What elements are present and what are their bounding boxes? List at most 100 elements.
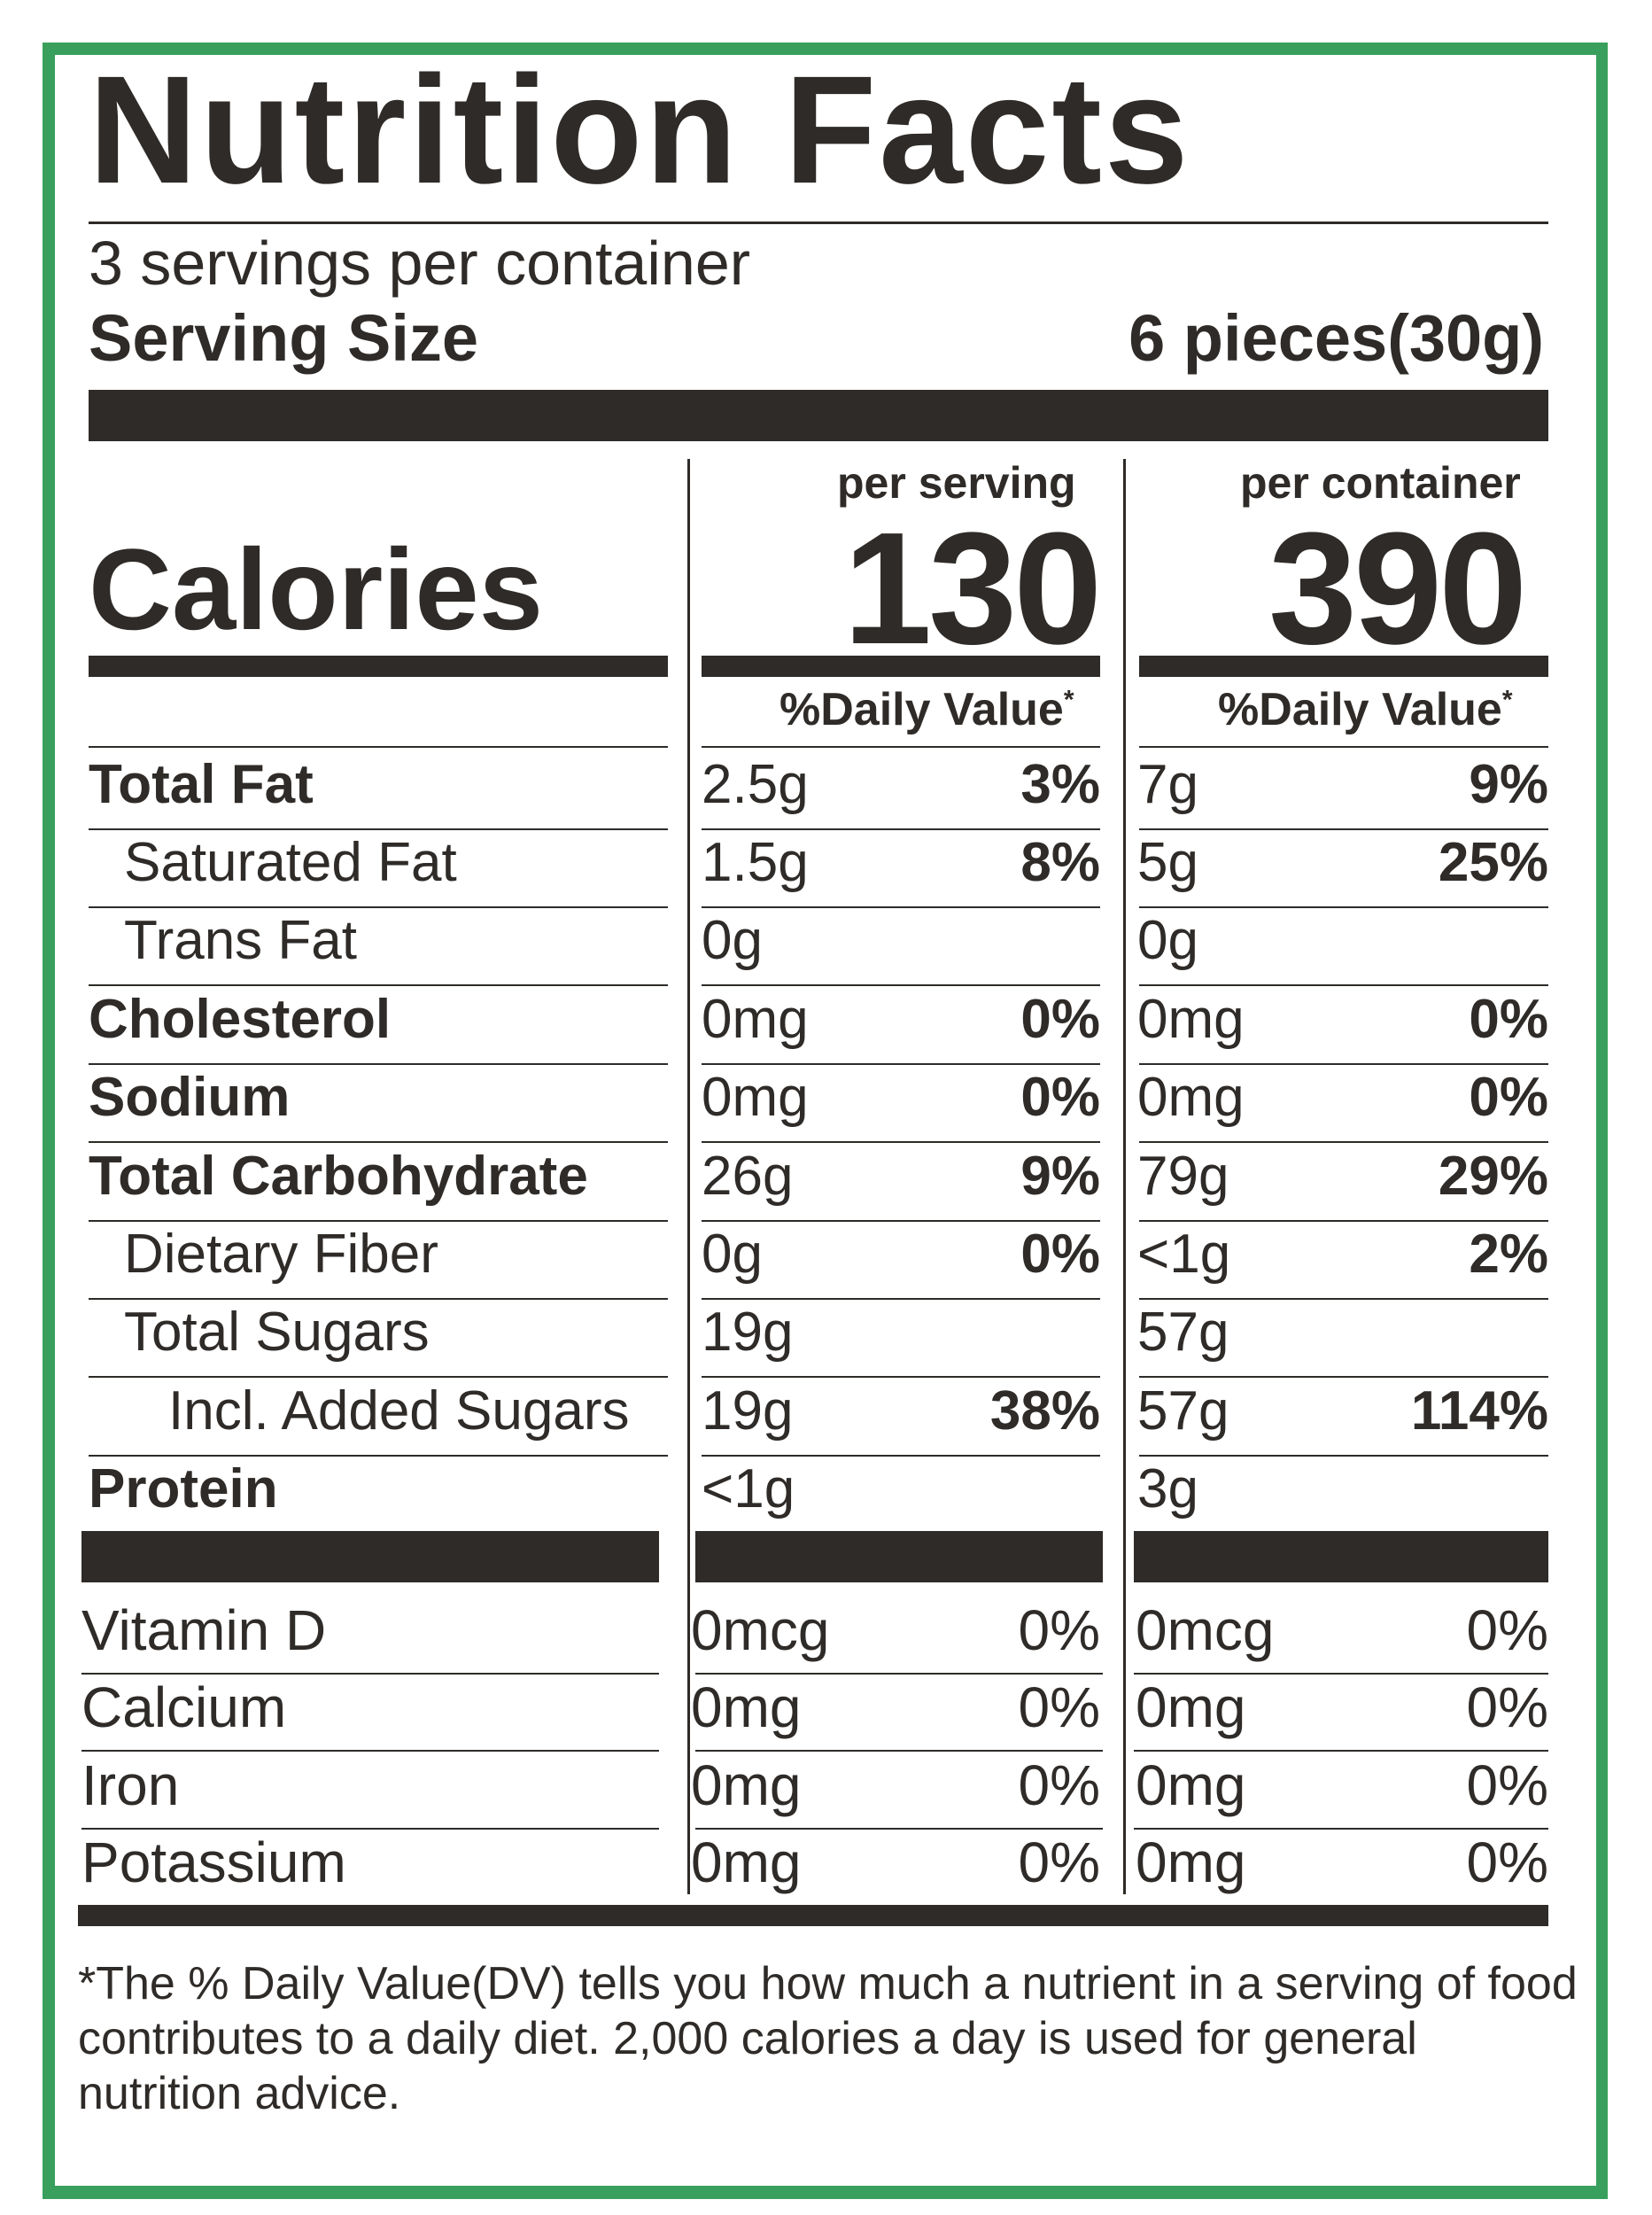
serving-dv: 8% xyxy=(1020,832,1100,893)
nutrient-name: Sodium xyxy=(89,1067,291,1128)
row-divider xyxy=(1139,828,1548,830)
row-divider xyxy=(89,1298,668,1300)
row-divider xyxy=(1139,1141,1548,1143)
servings-per-container: 3 servings per container xyxy=(89,229,751,298)
calories-per-container: 390 xyxy=(1268,500,1527,678)
vitamin-bar-right xyxy=(1134,1531,1548,1582)
container-dv: 0% xyxy=(1469,1067,1548,1128)
serving-amount: 26g xyxy=(702,1146,794,1207)
per-serving-header: per serving xyxy=(837,458,1076,508)
calories-bar-right xyxy=(1139,656,1548,677)
row-divider xyxy=(89,1063,668,1065)
vitamin-row-divider xyxy=(695,1673,1103,1675)
row-divider xyxy=(702,1063,1100,1065)
vitamin-row-divider xyxy=(1134,1750,1548,1752)
nutrient-name: Total Carbohydrate xyxy=(89,1146,588,1207)
row-divider xyxy=(1139,1455,1548,1457)
serving-dv: 38% xyxy=(989,1380,1100,1442)
nutrient-name: Dietary Fiber xyxy=(124,1224,438,1285)
vitamin-serving-dv: 0% xyxy=(1018,1753,1101,1817)
thick-bar-top xyxy=(89,390,1548,441)
container-dv: 2% xyxy=(1469,1224,1548,1285)
nutrient-name: Trans Fat xyxy=(124,910,357,971)
container-dv: 0% xyxy=(1469,989,1548,1050)
vitamin-serving-dv: 0% xyxy=(1018,1675,1101,1739)
serving-amount: 0g xyxy=(702,1224,763,1285)
serving-amount: 0g xyxy=(702,910,763,971)
vitamin-row-divider xyxy=(1134,1673,1548,1675)
thick-bar-bottom xyxy=(78,1905,1548,1926)
vitamin-row-divider xyxy=(695,1828,1103,1830)
dv-header-container-text: %Daily Value xyxy=(1218,684,1502,735)
serving-amount: 1.5g xyxy=(702,832,809,893)
container-amount: 57g xyxy=(1137,1380,1229,1442)
label-title: Nutrition Facts xyxy=(89,44,1191,216)
serving-dv: 3% xyxy=(1020,754,1100,815)
serving-amount: 2.5g xyxy=(702,754,809,815)
calories-bar-mid xyxy=(702,656,1100,677)
calories-bar-left xyxy=(89,656,668,677)
vitamin-serving-amount: 0mg xyxy=(691,1830,802,1894)
nutrient-name: Saturated Fat xyxy=(124,832,457,893)
row-divider xyxy=(1139,1063,1548,1065)
container-amount: 5g xyxy=(1137,832,1198,893)
container-amount: 3g xyxy=(1137,1458,1198,1519)
serving-amount: 0mg xyxy=(702,989,809,1050)
serving-dv: 0% xyxy=(1020,1224,1100,1285)
serving-amount: 19g xyxy=(702,1302,794,1363)
container-dv: 9% xyxy=(1469,754,1548,815)
row-divider xyxy=(1139,984,1548,986)
row-divider xyxy=(702,906,1100,908)
nutrient-name: Protein xyxy=(89,1458,278,1519)
dv-header-serving-text: %Daily Value xyxy=(779,684,1064,735)
vitamin-container-dv: 0% xyxy=(1466,1675,1549,1739)
row-divider xyxy=(1139,906,1548,908)
row-divider xyxy=(89,906,668,908)
serving-dv: 0% xyxy=(1020,989,1100,1050)
vitamin-row-divider xyxy=(81,1750,659,1752)
vitamin-row-divider xyxy=(1134,1828,1548,1830)
container-amount: 0mg xyxy=(1137,989,1245,1050)
row-divider xyxy=(702,1298,1100,1300)
row-divider xyxy=(1139,1220,1548,1222)
vitamin-container-amount: 0mg xyxy=(1136,1753,1246,1817)
row-divider xyxy=(702,984,1100,986)
container-amount: 79g xyxy=(1137,1146,1229,1207)
row-divider xyxy=(702,1376,1100,1378)
row-divider xyxy=(89,1220,668,1222)
row-divider xyxy=(89,1455,668,1457)
vitamin-serving-dv: 0% xyxy=(1018,1830,1101,1894)
row-divider xyxy=(89,1376,668,1378)
row-divider xyxy=(702,1455,1100,1457)
serving-size-label: Serving Size xyxy=(89,301,479,375)
dv-asterisk-container: * xyxy=(1501,685,1513,715)
vitamin-name: Potassium xyxy=(81,1830,346,1894)
dv-asterisk-serving: * xyxy=(1063,685,1074,715)
vitamin-row-divider xyxy=(695,1750,1103,1752)
calories-per-serving: 130 xyxy=(843,500,1102,678)
serving-amount: 0mg xyxy=(702,1067,809,1128)
vitamin-name: Vitamin D xyxy=(81,1598,327,1662)
serving-amount: 19g xyxy=(702,1380,794,1442)
header-divider xyxy=(1139,746,1548,748)
vitamin-container-dv: 0% xyxy=(1466,1598,1549,1662)
container-dv: 25% xyxy=(1438,832,1548,893)
vitamin-container-amount: 0mcg xyxy=(1136,1598,1275,1662)
vitamin-container-dv: 0% xyxy=(1466,1830,1549,1894)
container-dv: 114% xyxy=(1410,1380,1548,1442)
row-divider xyxy=(702,1141,1100,1143)
serving-dv: 9% xyxy=(1020,1146,1100,1207)
footnote: *The % Daily Value(DV) tells you how muc… xyxy=(78,1958,1578,2119)
row-divider xyxy=(702,1220,1100,1222)
row-divider xyxy=(1139,1298,1548,1300)
container-amount: 57g xyxy=(1137,1302,1229,1363)
nutrient-name: Cholesterol xyxy=(89,989,392,1050)
container-amount: <1g xyxy=(1137,1224,1231,1285)
column-divider-2 xyxy=(1123,459,1126,1894)
serving-size-value: 6 pieces(30g) xyxy=(1128,301,1544,375)
container-dv: 29% xyxy=(1438,1146,1548,1207)
serving-dv: 0% xyxy=(1020,1067,1100,1128)
vitamin-bar-left xyxy=(81,1531,659,1582)
vitamin-bar-mid xyxy=(695,1531,1103,1582)
serving-amount: <1g xyxy=(702,1458,795,1519)
